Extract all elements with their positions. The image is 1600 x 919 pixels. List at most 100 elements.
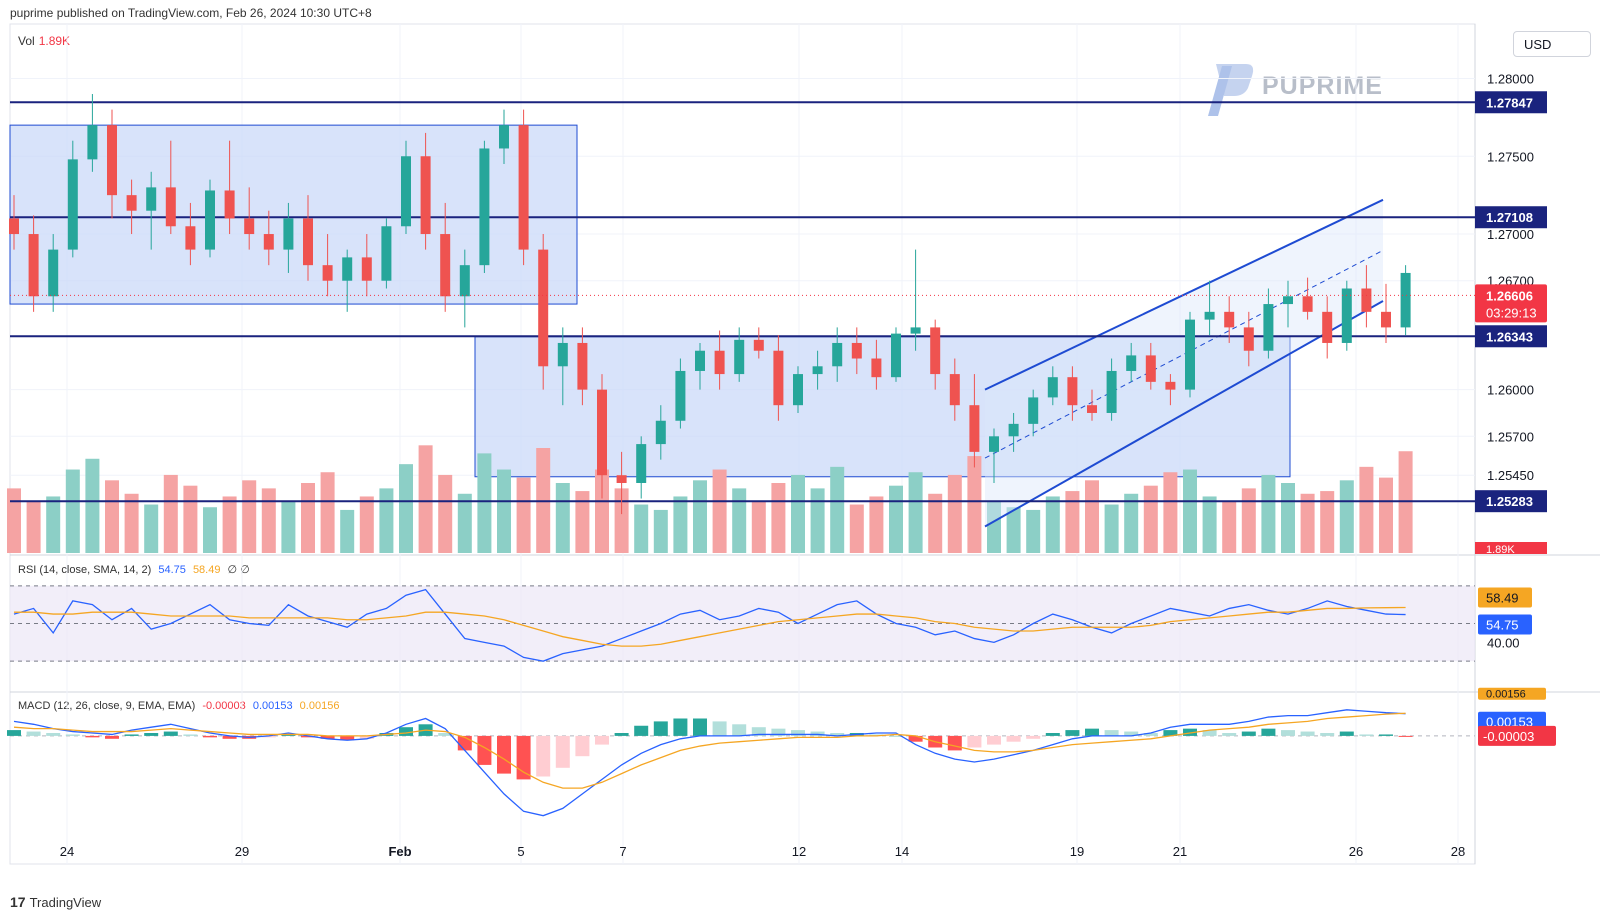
candle-body: [1106, 370, 1117, 413]
volume-bar: [1045, 496, 1060, 553]
level-badge: [1475, 91, 1547, 114]
tradingview-label: TradingView: [29, 895, 102, 910]
candle-body: [734, 339, 745, 375]
volume-bar: [379, 488, 394, 553]
volume-legend-label: Vol: [18, 34, 35, 48]
volume-bar: [810, 488, 825, 553]
level-badge-label: 1.26343: [1486, 329, 1533, 344]
macd-histogram-bar: [281, 734, 296, 736]
volume-legend: Vol 1.89K: [18, 34, 70, 48]
candle-body: [1322, 311, 1333, 343]
candle-body: [67, 159, 78, 250]
macd-legend: MACD (12, 26, close, 9, EMA, EMA) -0.000…: [18, 700, 343, 712]
macd-histogram-bar: [869, 734, 884, 736]
macd-histogram-bar: [947, 735, 962, 751]
volume-bar: [46, 496, 61, 553]
macd-histogram-bar: [1359, 734, 1374, 736]
candle-body: [361, 257, 372, 281]
volume-bar: [26, 501, 41, 553]
y-tick-label: 1.25450: [1487, 468, 1534, 483]
candle-body: [1302, 296, 1313, 312]
volume-bar: [1183, 469, 1197, 553]
macd-histogram-bar: [693, 718, 707, 736]
candle-body: [381, 226, 392, 281]
volume-bar: [693, 480, 707, 553]
candle-body: [616, 475, 627, 483]
level-badge: [1475, 206, 1547, 229]
macd-histogram-bar: [399, 727, 413, 736]
x-tick-label: 5: [517, 844, 524, 859]
countdown-label: 03:29:13: [1486, 305, 1537, 320]
candle-body: [636, 444, 647, 483]
current-price-badge: [1475, 284, 1547, 323]
macd-histogram-bar: [1065, 730, 1080, 736]
volume-bar: [1065, 491, 1080, 553]
volume-bar: [281, 501, 296, 553]
volume-bar: [595, 469, 609, 553]
volume-bar: [967, 456, 982, 553]
candle-body: [832, 342, 843, 367]
y-tick-label: 1.28000: [1487, 71, 1534, 86]
candle-body: [969, 405, 980, 452]
candle-body: [1145, 355, 1156, 382]
volume-bar: [1320, 491, 1335, 553]
rsi-sma-badge-label: 58.49: [1486, 591, 1519, 606]
candle-body: [1165, 381, 1176, 390]
macd-histogram-bar: [536, 735, 551, 777]
macd-histogram-bar: [1104, 730, 1119, 736]
candle-body: [87, 125, 98, 160]
volume-bar: [222, 496, 237, 553]
volume-bar: [889, 485, 903, 553]
candle-body: [1067, 377, 1078, 406]
volume-bar: [1006, 507, 1021, 553]
macd-histogram-bar: [732, 724, 747, 736]
currency-selector[interactable]: USD: [1513, 31, 1591, 57]
macd-histogram-bar: [1045, 733, 1060, 736]
volume-bar: [555, 483, 570, 553]
macd-histogram-bar: [1320, 733, 1335, 736]
x-tick-label: 21: [1173, 844, 1187, 859]
macd-hist-badge-label: -0.00003: [1483, 729, 1534, 744]
current-price-label: 1.26606: [1486, 288, 1533, 303]
volume-legend-value: 1.89K: [38, 34, 71, 48]
macd-histogram-bar: [477, 735, 492, 765]
volume-bar: [1104, 504, 1119, 553]
candle-body: [440, 234, 451, 297]
x-tick-label: 24: [60, 844, 74, 859]
macd-histogram-bar: [595, 735, 609, 745]
candle-body: [303, 218, 313, 266]
candle-body: [1008, 423, 1019, 437]
volume-bar: [791, 474, 805, 553]
macd-histogram-bar: [653, 721, 668, 736]
macd-histogram-bar: [1006, 735, 1021, 742]
macd-histogram-bar: [163, 731, 178, 736]
rsi-badge: [1478, 614, 1532, 635]
candle-body: [126, 195, 137, 211]
candle-body: [1263, 304, 1274, 351]
candle-body: [28, 234, 39, 297]
signal-badge-label: 0.00156: [1486, 689, 1526, 701]
candle-body: [851, 342, 862, 359]
macd-histogram-bar: [908, 735, 923, 742]
volume-bar: [497, 469, 511, 553]
macd-signal-value: 0.00156: [299, 700, 340, 712]
level-badge: [1475, 490, 1547, 513]
candle-body: [107, 125, 117, 196]
candle-body: [871, 358, 882, 378]
macd-histogram-bar: [673, 718, 688, 736]
candle-body: [891, 333, 901, 378]
rsi-sma-line: [14, 606, 1406, 647]
volume-bar: [732, 488, 747, 553]
tradingview-icon: 17: [10, 894, 26, 910]
macd-histogram-bar: [65, 734, 80, 736]
candle-body: [773, 350, 784, 406]
volume-bar: [771, 483, 786, 553]
volume-bar: [320, 472, 335, 553]
volume-bar: [849, 504, 864, 553]
volume-bar: [163, 474, 178, 553]
macd-histogram-bar: [203, 735, 217, 738]
candle-body: [1028, 397, 1039, 424]
volume-bar: [261, 488, 276, 553]
level-badge-label: 1.27847: [1486, 95, 1533, 110]
rsi-badge-label: 54.75: [1486, 618, 1519, 633]
